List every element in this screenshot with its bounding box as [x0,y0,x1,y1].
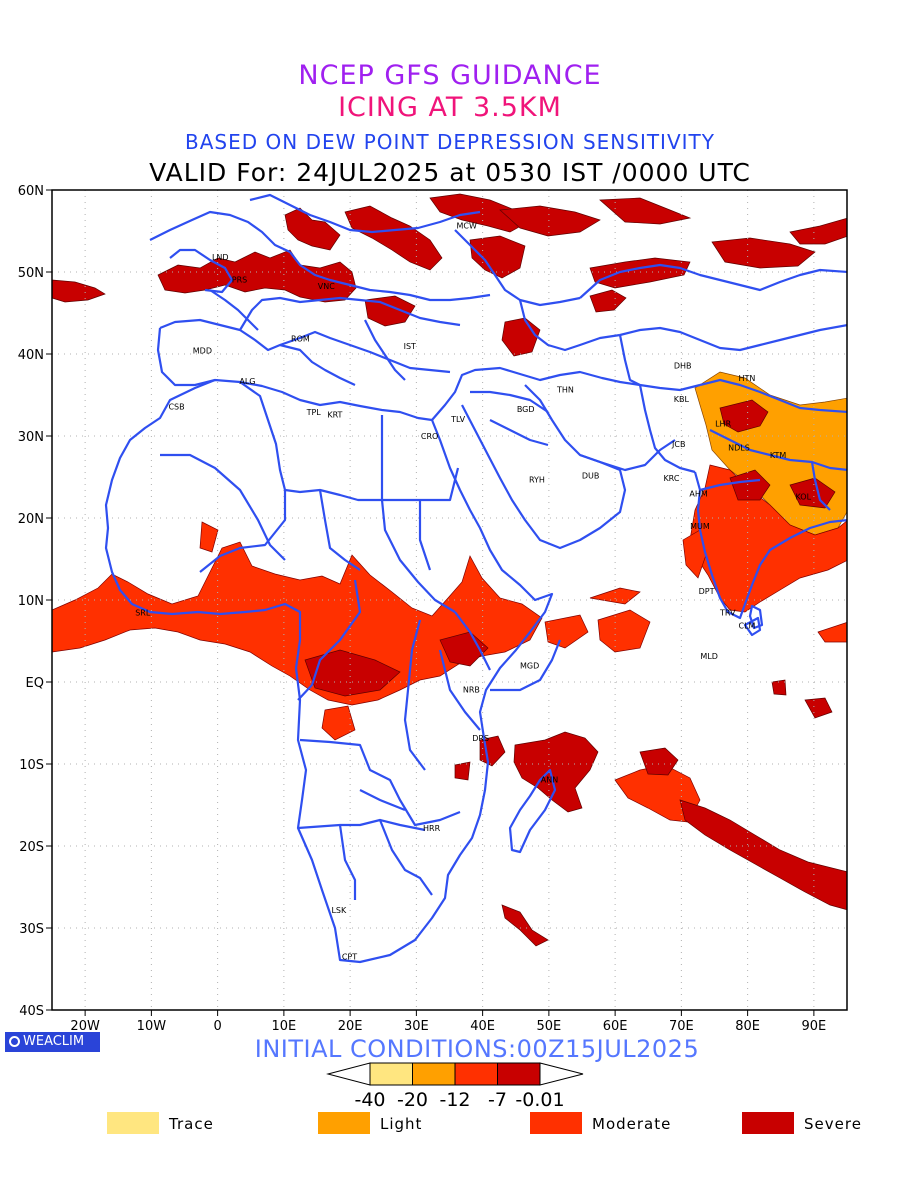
station-label: MDD [193,347,212,356]
lon-tick-label: 90E [801,1019,826,1034]
lon-tick-label: 40E [470,1019,495,1034]
lat-tick-label: 60N [18,184,44,199]
station-label: KRT [327,411,342,420]
station-label: DPT [699,587,715,596]
valid-time: VALID For: 24JUL2025 at 0530 IST /0000 U… [149,158,751,187]
station-label: MGD [520,662,539,671]
legend-label: Moderate [592,1115,672,1133]
station-label: HTN [739,374,756,383]
logo-text: WEACLIM [23,1034,85,1049]
lon-tick-label: 20E [338,1019,363,1034]
title-line-1: NCEP GFS GUIDANCE [298,60,602,91]
station-label: VNC [318,282,335,291]
station-label: LSK [331,906,347,915]
lat-tick-label: 20S [19,840,44,855]
legend-swatch [742,1112,794,1134]
colorbar-swatch [412,1062,456,1086]
station-label: DUB [582,471,600,480]
station-label: MLD [700,652,718,661]
lon-tick-label: 80E [735,1019,760,1034]
station-label: CPT [342,953,357,962]
colorbar-label: -0.01 [515,1089,564,1111]
station-label: ALG [239,377,255,386]
station-label: LND [212,253,229,262]
colorbar: -40 -20 -12 -7 -0.01 [326,1062,584,1111]
legend-swatch [318,1112,370,1134]
lat-tick-label: 50N [18,266,44,281]
lat-tick-label: 40N [18,348,44,363]
initial-conditions: INITIAL CONDITIONS:00Z15JUL2025 [254,1035,700,1063]
station-label: TLV [450,415,465,424]
lon-tick-label: 20W [70,1019,100,1034]
colorbar-right-arrow [539,1062,584,1086]
colorbar-swatch [497,1062,541,1086]
station-label: MCW [457,221,477,230]
lon-tick-label: 70E [669,1019,694,1034]
legend-label: Light [380,1115,423,1133]
title-line-3: BASED ON DEW POINT DEPRESSION SENSITIVIT… [185,130,715,154]
logo-circle-icon [9,1036,20,1047]
station-label: JCB [671,440,685,449]
station-label: HRR [423,824,441,833]
station-label: NDLS [728,443,750,452]
lon-tick-label: 0 [213,1019,221,1034]
legend-swatch [530,1112,582,1134]
station-label: ANN [541,776,558,785]
lon-tick-label: 10E [271,1019,296,1034]
station-label: KBL [674,395,690,404]
station-label: DHB [674,361,692,370]
colorbar-label: -20 [397,1089,428,1111]
colorbar-left-arrow [326,1062,371,1086]
colorbar-swatch [454,1062,498,1086]
station-label: DRS [472,734,489,743]
coastlines-and-borders [104,193,847,964]
station-label: SRL [135,608,151,617]
station-label: THN [556,385,574,394]
colorbar-swatch [369,1062,413,1086]
station-label: CSB [168,402,184,411]
lat-tick-label: 30N [18,430,44,445]
lon-tick-label: 50E [536,1019,561,1034]
colorbar-label: -12 [439,1089,470,1111]
station-label: LHR [715,420,731,429]
station-label: ROM [291,334,310,343]
lat-tick-label: 30S [19,922,44,937]
legend-label: Severe [804,1115,862,1133]
station-label: MUM [690,522,710,531]
station-label: PRS [232,275,247,284]
station-label: KTM [770,451,787,460]
station-label: TRV [719,608,736,617]
lat-tick-label: EQ [26,676,44,691]
lon-tick-label: 10W [137,1019,167,1034]
lat-tick-label: 10S [19,758,44,773]
colorbar-label: -7 [488,1089,507,1111]
station-label: RYH [529,475,545,484]
lon-tick-label: 30E [404,1019,429,1034]
station-label: TPL [306,408,322,417]
latitude-tick-labels: 60N 50N 40N 30N 20N 10N EQ 10S 20S 30S 40S [18,184,52,1019]
colorbar-label: -40 [354,1089,385,1111]
longitude-tick-labels: 20W 10W 0 10E 20E 30E 40E 50E 60E 70E 80E 90E [70,1010,826,1034]
lat-tick-label: 20N [18,512,44,527]
station-label: AHM [689,489,707,498]
station-label: CLM [738,621,755,630]
station-labels: MCW LND PRS VNC ROM MDD IST ALG CSB TPL KRT CRO TLV B… [135,221,811,961]
station-label: KRC [663,474,679,483]
title-line-2: ICING AT 3.5KM [338,92,562,123]
lon-tick-label: 60E [603,1019,628,1034]
weaclim-logo: WEACLIM [5,1032,100,1052]
station-label: NRB [463,685,480,694]
lat-tick-label: 10N [18,594,44,609]
station-label: CRO [421,432,438,441]
station-label: BGD [517,405,535,414]
graticule [52,190,847,1010]
icing-field-layer [52,193,847,947]
station-label: IST [404,342,416,351]
lat-tick-label: 40S [19,1004,44,1019]
legend-label: Trace [169,1115,214,1133]
station-label: KOL [795,493,811,502]
legend-swatch [107,1112,159,1134]
